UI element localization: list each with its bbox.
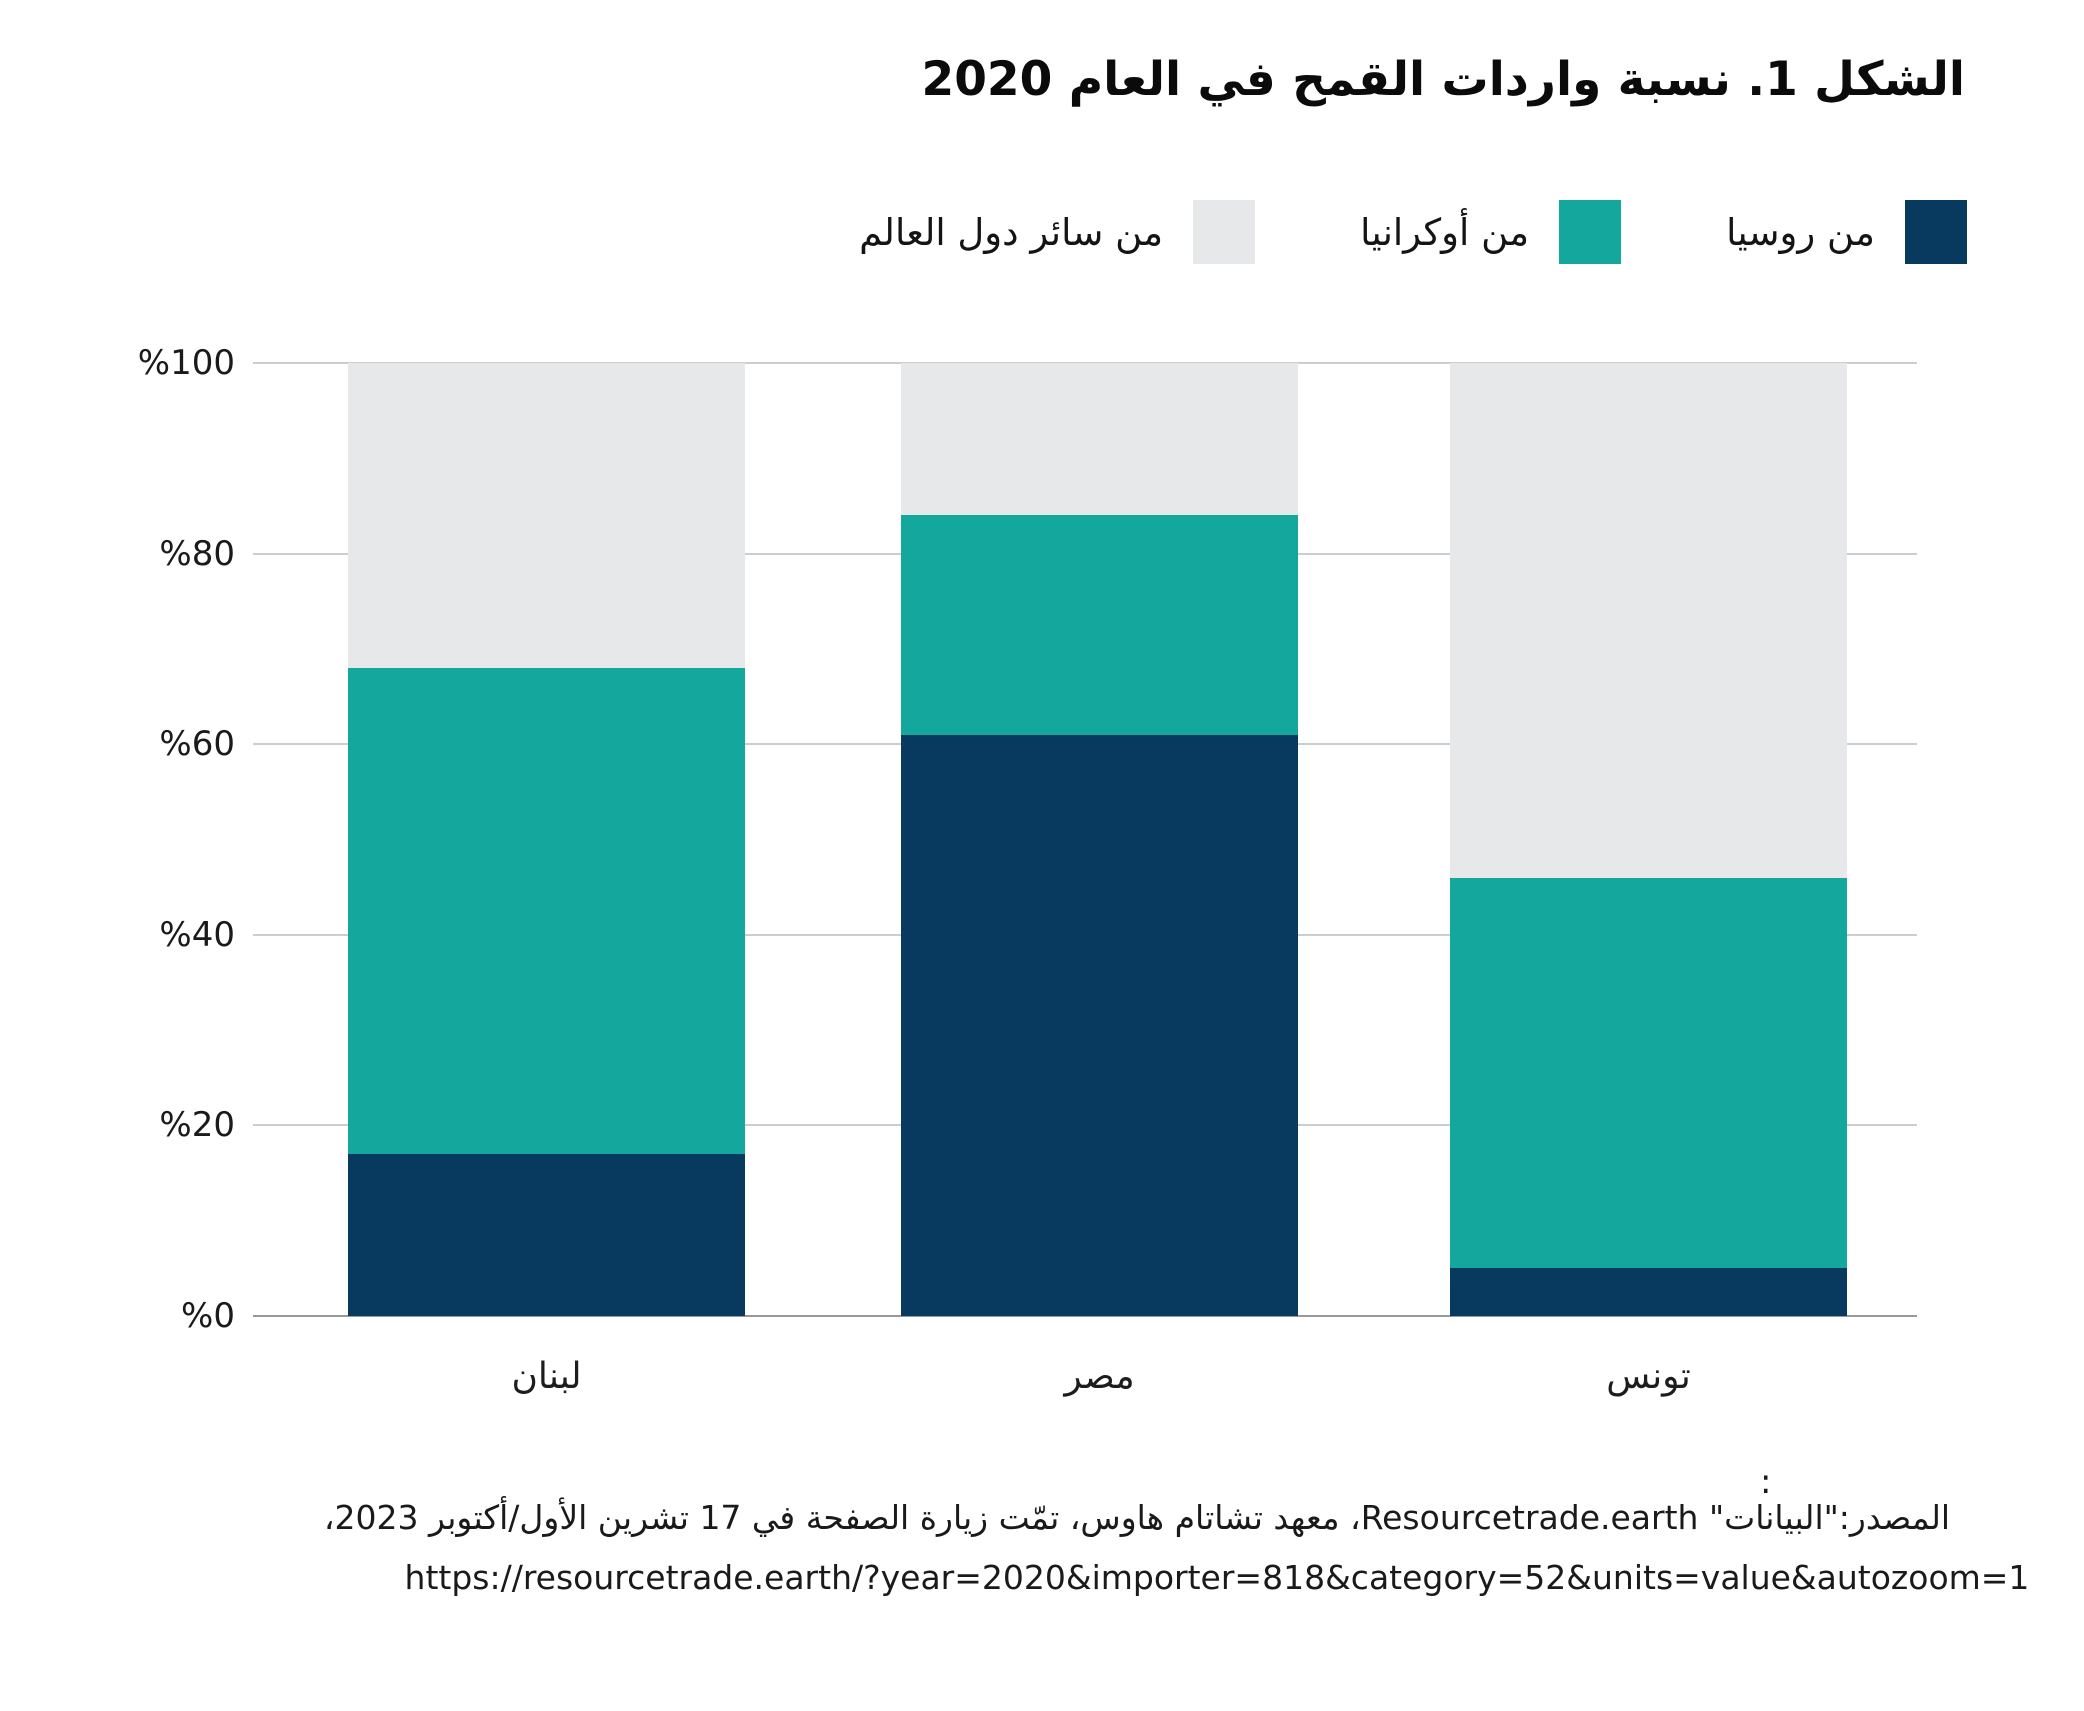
bar-segment-lebanon-russia [348,1154,745,1316]
legend-label-russia: من روسيا [1726,210,1875,254]
bar-lebanon [348,363,745,1316]
x-axis-labels: لبنان مصر تونس [253,1356,1917,1416]
y-axis-tick-60: %60 [159,724,235,765]
russia-color-swatch [1905,200,1967,264]
x-axis-label-lebanon: لبنان [511,1356,582,1397]
bar-segment-tunisia-russia [1450,1268,1847,1316]
source-note: المصدر:"البيانات" Resourcetrade.earth، م… [323,1498,1951,1537]
ukraine-color-swatch [1559,200,1622,264]
x-axis-label-egypt: مصر [1064,1356,1135,1397]
figure-title: الشكل 1. نسبة واردات القمح في العام 2020 [921,52,1965,107]
legend-item-russia: من روسيا [1726,200,1967,264]
bar-tunisia [1450,363,1847,1316]
legend-label-ukraine: من أوكرانيا [1360,210,1530,254]
plot-area: %0 %20 %40 %60 %80 %100 [138,343,1917,1336]
bar-egypt [901,363,1298,1316]
bar-segment-tunisia-ukraine [1450,877,1847,1269]
x-axis-baseline [253,1315,1917,1317]
bar-segment-egypt-rest_of_world [901,363,1298,516]
y-axis-tick-40: %40 [159,914,235,955]
bar-segment-lebanon-ukraine [348,667,745,1154]
y-axis-tick-20: %20 [159,1105,235,1146]
source-url: https://resourcetrade.earth/?year=2020&i… [404,1558,2030,1597]
legend: من روسيا من أوكرانيا من سائر دول العالم [859,200,1967,264]
bar-segment-egypt-ukraine [901,515,1298,735]
gridline-100 [253,362,1917,364]
rest_of_world-color-swatch [1193,200,1256,264]
y-axis-tick-100: %100 [137,343,235,383]
x-axis-label-tunisia: تونس [1606,1356,1691,1397]
legend-label-rest_of_world: من سائر دول العالم [859,210,1164,254]
bar-segment-egypt-russia [901,734,1298,1316]
y-axis-tick-0: %0 [181,1296,235,1336]
bar-segment-lebanon-rest_of_world [348,363,745,668]
bar-segment-tunisia-rest_of_world [1450,363,1847,878]
legend-item-ukraine: من أوكرانيا [1360,200,1622,264]
stray-colon-mark: : [1760,1462,1772,1502]
y-axis-tick-80: %80 [159,533,235,574]
legend-item-rest_of_world: من سائر دول العالم [859,200,1256,264]
